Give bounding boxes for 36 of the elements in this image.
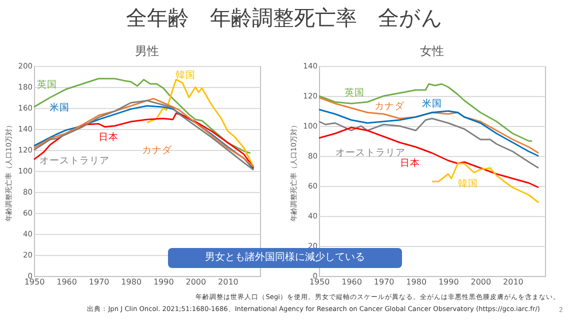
x-tick-label: 1980 <box>406 278 427 286</box>
x-tick-label: 1990 <box>438 278 459 286</box>
x-tick-label: 2010 <box>503 278 524 286</box>
text: 全年齢 年齢調整死亡率 全がん <box>125 5 444 32</box>
series-label: カナダ <box>374 100 406 112</box>
x-tick-label: 1990 <box>153 278 174 286</box>
line-series <box>318 83 533 142</box>
x-tick-label: 1950 <box>24 278 45 286</box>
series-label: 英国 <box>37 78 58 90</box>
chart-title: 女性 <box>420 44 444 58</box>
x-tick-label: 1970 <box>374 278 394 286</box>
series-label: 韓国 <box>176 68 196 81</box>
annotation: 男女とも諸外国同様に減少している <box>205 252 365 263</box>
series-label: 韓国 <box>458 178 478 190</box>
series-label: 米国 <box>422 98 442 110</box>
x-tick-label: 1980 <box>121 278 142 286</box>
x-tick-label: 1970 <box>88 278 110 286</box>
line-series <box>431 162 540 204</box>
text: カナダ <box>142 144 174 156</box>
line-series <box>33 78 252 154</box>
x-tick-label: 1950 <box>309 278 330 286</box>
series-label: オーストラリア <box>39 155 110 166</box>
x-tick-label: 1960 <box>56 278 77 286</box>
x-tick-label: 2000 <box>186 278 206 286</box>
text: オーストラリア <box>335 148 406 158</box>
x-tick-label: 2000 <box>470 278 492 286</box>
line-series <box>318 118 540 169</box>
series-label: 日本 <box>400 157 420 169</box>
chart-title: 男性 <box>135 44 159 58</box>
x-tick-label: 2010 <box>218 278 238 286</box>
line-series <box>318 126 540 188</box>
series-label: 日本 <box>98 130 119 143</box>
series-label: 英国 <box>344 86 364 98</box>
x-tick-label: 1960 <box>342 278 362 286</box>
line-series <box>318 108 540 157</box>
series-label: 米国 <box>50 101 70 114</box>
